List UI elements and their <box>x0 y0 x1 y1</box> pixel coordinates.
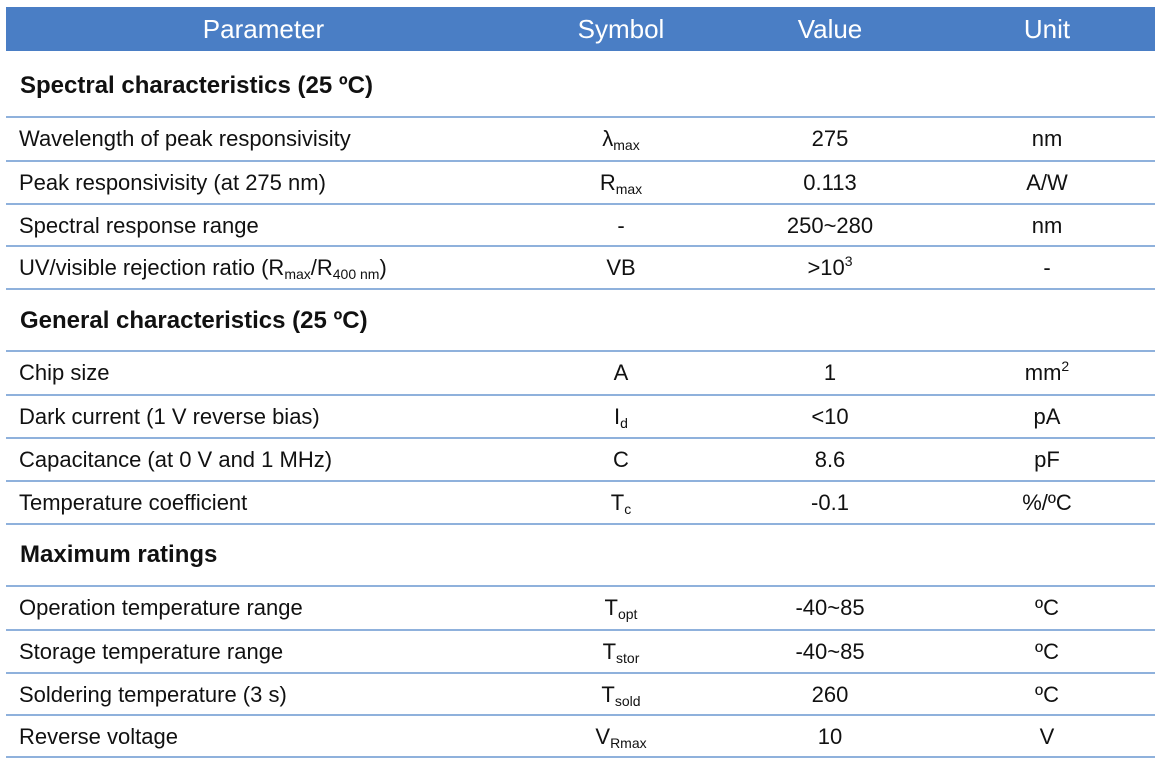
row-divider <box>6 203 1155 205</box>
row-value: -40~85 <box>795 595 865 620</box>
row-divider <box>6 672 1155 674</box>
row-parameter: UV/visible rejection ratio (Rmax/R400 nm… <box>19 255 387 282</box>
row-value: 10 <box>817 724 843 749</box>
section-title-general: General characteristics (25 ºC) <box>20 307 368 334</box>
row-unit: - <box>1043 255 1051 280</box>
row-symbol: Tc <box>610 490 632 517</box>
table-row: Capacitance (at 0 V and 1 MHz) C 8.6 pF <box>6 439 1155 481</box>
row-value: -40~85 <box>795 639 865 664</box>
row-divider <box>6 350 1155 352</box>
row-divider <box>6 160 1155 162</box>
row-value: <10 <box>811 404 849 429</box>
row-divider <box>6 756 1155 758</box>
row-symbol: Rmax <box>599 170 643 197</box>
row-unit: %/ºC <box>1022 490 1072 515</box>
row-unit: ºC <box>1035 682 1059 707</box>
row-divider <box>6 714 1155 716</box>
row-parameter: Operation temperature range <box>19 595 303 620</box>
row-unit: ºC <box>1035 639 1059 664</box>
row-parameter: Spectral response range <box>19 213 259 238</box>
table-row: Soldering temperature (3 s) Tsold 260 ºC <box>6 674 1155 716</box>
row-symbol: λmax <box>602 126 640 153</box>
row-divider <box>6 480 1155 482</box>
row-symbol: Tstor <box>602 639 640 666</box>
row-parameter: Soldering temperature (3 s) <box>19 682 287 707</box>
header-value: Value <box>797 13 863 44</box>
header-parameter: Parameter <box>202 13 325 44</box>
table-row: UV/visible rejection ratio (Rmax/R400 nm… <box>6 247 1155 289</box>
table-row: Temperature coefficient Tc -0.1 %/ºC <box>6 482 1155 524</box>
row-unit: V <box>1039 724 1055 749</box>
row-symbol: VRmax <box>595 724 647 751</box>
row-symbol: A <box>613 360 629 385</box>
row-parameter: Capacitance (at 0 V and 1 MHz) <box>19 447 333 472</box>
section-title-maximum-ratings: Maximum ratings <box>20 541 218 568</box>
row-divider <box>6 116 1155 118</box>
table-row: Peak responsivisity (at 275 nm) Rmax 0.1… <box>6 162 1155 204</box>
table-row: Chip size A 1 mm2 <box>6 352 1155 394</box>
header-symbol: Symbol <box>577 13 665 44</box>
row-parameter: Temperature coefficient <box>19 490 248 515</box>
table-row: Storage temperature range Tstor -40~85 º… <box>6 631 1155 673</box>
row-symbol: VB <box>606 255 636 280</box>
row-unit: A/W <box>1026 170 1068 195</box>
row-symbol: C <box>613 447 629 472</box>
row-symbol: - <box>617 213 625 238</box>
table-row: Dark current (1 V reverse bias) Id <10 p… <box>6 396 1155 438</box>
row-unit: pF <box>1034 447 1060 472</box>
row-value: >103 <box>807 253 853 280</box>
row-symbol: Id <box>614 404 628 431</box>
header-unit: Unit <box>1023 13 1071 44</box>
row-divider <box>6 629 1155 631</box>
row-value: 8.6 <box>814 447 846 472</box>
row-value: 0.113 <box>803 170 857 195</box>
row-unit: pA <box>1033 404 1061 429</box>
row-symbol: Topt <box>604 595 638 622</box>
table-row: Reverse voltage VRmax 10 V <box>6 716 1155 758</box>
row-divider <box>6 245 1155 247</box>
table-row: Wavelength of peak responsivisity λmax 2… <box>6 118 1155 160</box>
row-parameter: Wavelength of peak responsivisity <box>19 126 351 151</box>
row-divider <box>6 288 1155 290</box>
row-divider <box>6 523 1155 525</box>
row-divider <box>6 437 1155 439</box>
row-value: 260 <box>811 682 849 707</box>
row-value: 1 <box>823 360 837 385</box>
row-value: 275 <box>811 126 849 151</box>
row-unit: mm2 <box>1024 358 1070 385</box>
section-title-spectral: Spectral characteristics (25 ºC) <box>20 72 373 99</box>
table-row: Operation temperature range Topt -40~85 … <box>6 587 1155 629</box>
row-unit: ºC <box>1035 595 1059 620</box>
row-parameter: Reverse voltage <box>19 724 178 749</box>
row-value: 250~280 <box>786 213 874 238</box>
row-unit: nm <box>1031 213 1063 238</box>
row-parameter: Storage temperature range <box>19 639 284 664</box>
row-value: -0.1 <box>811 490 849 515</box>
row-unit: nm <box>1031 126 1063 151</box>
row-divider <box>6 394 1155 396</box>
table-row: Spectral response range - 250~280 nm <box>6 205 1155 247</box>
row-symbol: Tsold <box>601 682 641 709</box>
table-header: Parameter Symbol Value Unit <box>6 7 1155 51</box>
row-parameter: Dark current (1 V reverse bias) <box>19 404 320 429</box>
row-parameter: Chip size <box>19 360 110 385</box>
row-divider <box>6 585 1155 587</box>
row-parameter: Peak responsivisity (at 275 nm) <box>19 170 326 195</box>
